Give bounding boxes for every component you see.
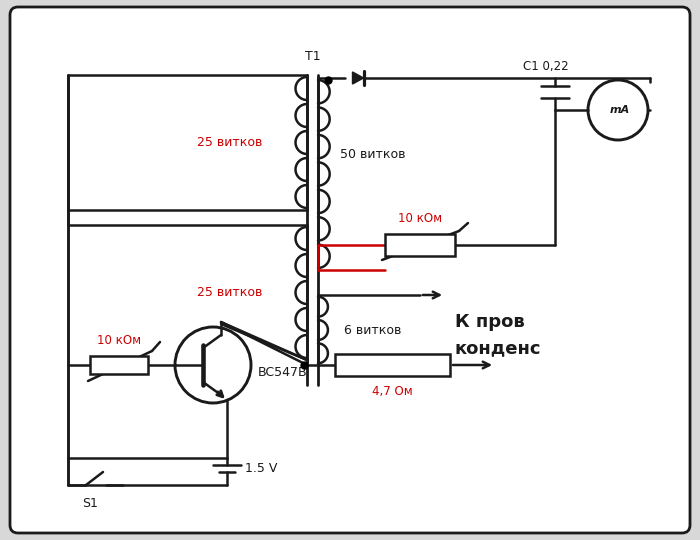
Text: C1 0,22: C1 0,22	[523, 60, 568, 73]
Text: 6 витков: 6 витков	[344, 323, 402, 336]
Text: mA: mA	[610, 105, 630, 115]
Polygon shape	[353, 72, 363, 84]
Bar	[385, 234, 455, 256]
FancyBboxPatch shape	[10, 7, 690, 533]
Text: конденс: конденс	[455, 339, 542, 357]
Text: 1.5 V: 1.5 V	[245, 462, 277, 475]
Text: К пров: К пров	[455, 313, 525, 331]
Text: 50 витков: 50 витков	[340, 147, 406, 160]
Text: T1: T1	[304, 50, 321, 63]
Bar	[90, 356, 148, 374]
Text: 4,7 Ом: 4,7 Ом	[372, 385, 413, 398]
Text: 25 витков: 25 витков	[197, 136, 262, 149]
Text: 10 кОм: 10 кОм	[97, 334, 141, 347]
Bar	[335, 354, 450, 376]
Text: BC547B: BC547B	[258, 367, 307, 380]
Text: S1: S1	[82, 497, 98, 510]
Text: 10 кОм: 10 кОм	[398, 212, 442, 225]
Text: 25 витков: 25 витков	[197, 286, 262, 299]
